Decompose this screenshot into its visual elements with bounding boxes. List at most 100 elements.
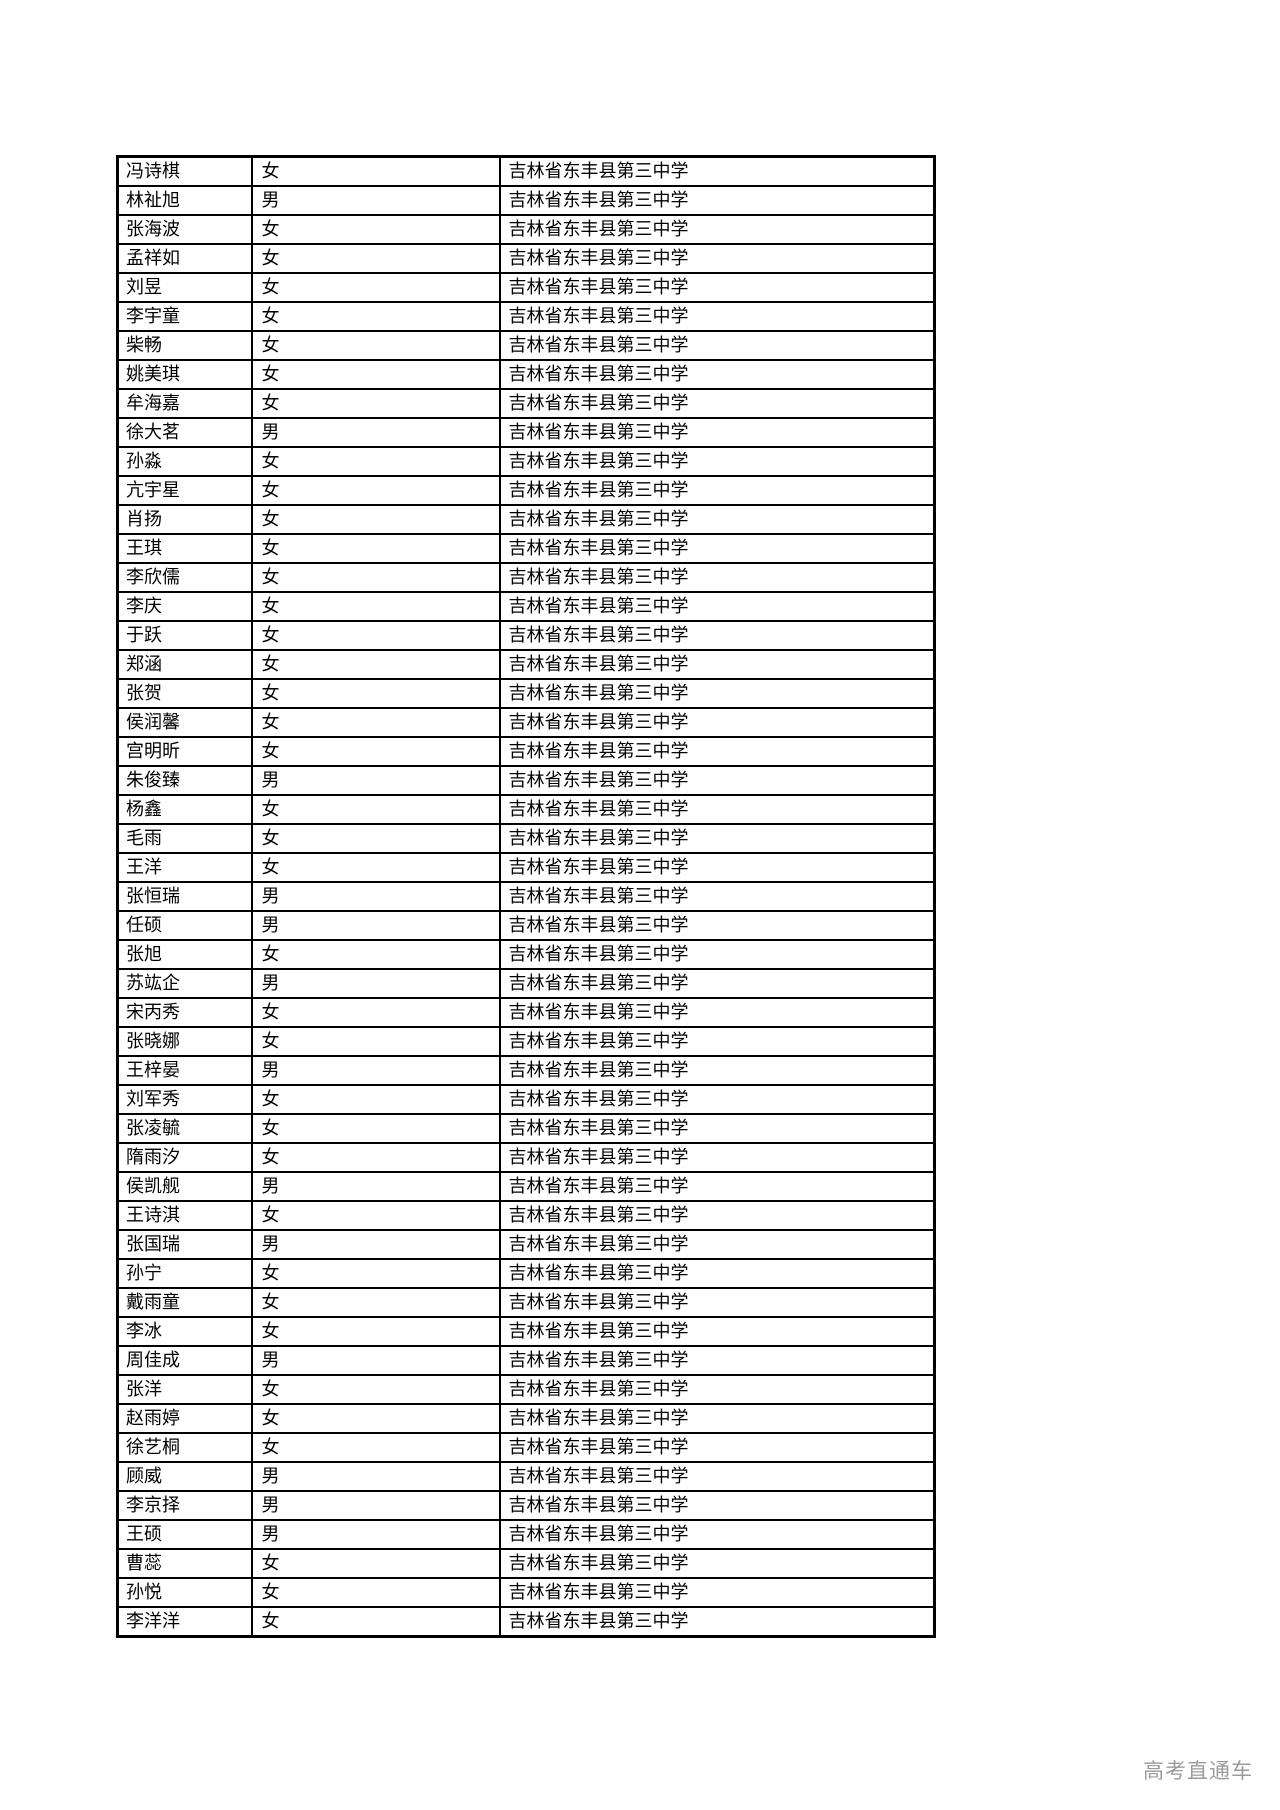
gender-cell: 女 bbox=[250, 707, 501, 738]
school-cell: 吉林省东丰县第三中学 bbox=[498, 272, 936, 303]
table-row: 苏竑企男吉林省东丰县第三中学 bbox=[116, 968, 936, 999]
school-cell: 吉林省东丰县第三中学 bbox=[498, 939, 936, 970]
table-row: 曹蕊女吉林省东丰县第三中学 bbox=[116, 1548, 936, 1579]
table-row: 宋丙秀女吉林省东丰县第三中学 bbox=[116, 997, 936, 1028]
school-cell: 吉林省东丰县第三中学 bbox=[498, 620, 936, 651]
name-cell: 张恒瑞 bbox=[116, 881, 253, 912]
name-cell: 于跃 bbox=[116, 620, 253, 651]
gender-cell: 女 bbox=[250, 1026, 501, 1057]
name-cell: 孙宁 bbox=[116, 1258, 253, 1289]
school-cell: 吉林省东丰县第三中学 bbox=[498, 1345, 936, 1376]
gender-cell: 男 bbox=[250, 185, 501, 216]
name-cell: 苏竑企 bbox=[116, 968, 253, 999]
school-cell: 吉林省东丰县第三中学 bbox=[498, 475, 936, 506]
school-cell: 吉林省东丰县第三中学 bbox=[498, 301, 936, 332]
name-cell: 李冰 bbox=[116, 1316, 253, 1347]
table-row: 李洋洋女吉林省东丰县第三中学 bbox=[116, 1606, 936, 1638]
name-cell: 杨鑫 bbox=[116, 794, 253, 825]
name-cell: 牟海嘉 bbox=[116, 388, 253, 419]
name-cell: 李洋洋 bbox=[116, 1606, 253, 1638]
table-row: 王梓晏男吉林省东丰县第三中学 bbox=[116, 1055, 936, 1086]
table-row: 李宇童女吉林省东丰县第三中学 bbox=[116, 301, 936, 332]
table-row: 隋雨汐女吉林省东丰县第三中学 bbox=[116, 1142, 936, 1173]
table-row: 张旭女吉林省东丰县第三中学 bbox=[116, 939, 936, 970]
name-cell: 侯凯舰 bbox=[116, 1171, 253, 1202]
name-cell: 徐大茗 bbox=[116, 417, 253, 448]
table-row: 张国瑞男吉林省东丰县第三中学 bbox=[116, 1229, 936, 1260]
school-cell: 吉林省东丰县第三中学 bbox=[498, 1374, 936, 1405]
gender-cell: 女 bbox=[250, 1606, 501, 1638]
gender-cell: 男 bbox=[250, 968, 501, 999]
name-cell: 刘昱 bbox=[116, 272, 253, 303]
gender-cell: 男 bbox=[250, 1171, 501, 1202]
name-cell: 赵雨婷 bbox=[116, 1403, 253, 1434]
table-row: 张晓娜女吉林省东丰县第三中学 bbox=[116, 1026, 936, 1057]
gender-cell: 女 bbox=[250, 533, 501, 564]
name-cell: 孟祥如 bbox=[116, 243, 253, 274]
school-cell: 吉林省东丰县第三中学 bbox=[498, 881, 936, 912]
table-row: 宫明昕女吉林省东丰县第三中学 bbox=[116, 736, 936, 767]
table-row: 朱俊臻男吉林省东丰县第三中学 bbox=[116, 765, 936, 796]
gender-cell: 女 bbox=[250, 1084, 501, 1115]
table-row: 李庆女吉林省东丰县第三中学 bbox=[116, 591, 936, 622]
table-row: 徐大茗男吉林省东丰县第三中学 bbox=[116, 417, 936, 448]
table-row: 顾威男吉林省东丰县第三中学 bbox=[116, 1461, 936, 1492]
table-row: 牟海嘉女吉林省东丰县第三中学 bbox=[116, 388, 936, 419]
table-row: 张恒瑞男吉林省东丰县第三中学 bbox=[116, 881, 936, 912]
gender-cell: 女 bbox=[250, 1258, 501, 1289]
gender-cell: 男 bbox=[250, 910, 501, 941]
table-row: 侯凯舰男吉林省东丰县第三中学 bbox=[116, 1171, 936, 1202]
school-cell: 吉林省东丰县第三中学 bbox=[498, 1200, 936, 1231]
gender-cell: 女 bbox=[250, 504, 501, 535]
name-cell: 王诗淇 bbox=[116, 1200, 253, 1231]
school-cell: 吉林省东丰县第三中学 bbox=[498, 1287, 936, 1318]
table-row: 任硕男吉林省东丰县第三中学 bbox=[116, 910, 936, 941]
name-cell: 任硕 bbox=[116, 910, 253, 941]
gender-cell: 女 bbox=[250, 1403, 501, 1434]
school-cell: 吉林省东丰县第三中学 bbox=[498, 765, 936, 796]
school-cell: 吉林省东丰县第三中学 bbox=[498, 417, 936, 448]
table-row: 徐艺桐女吉林省东丰县第三中学 bbox=[116, 1432, 936, 1463]
school-cell: 吉林省东丰县第三中学 bbox=[498, 794, 936, 825]
school-cell: 吉林省东丰县第三中学 bbox=[498, 533, 936, 564]
school-cell: 吉林省东丰县第三中学 bbox=[498, 736, 936, 767]
school-cell: 吉林省东丰县第三中学 bbox=[498, 330, 936, 361]
name-cell: 朱俊臻 bbox=[116, 765, 253, 796]
school-cell: 吉林省东丰县第三中学 bbox=[498, 1577, 936, 1608]
name-cell: 王洋 bbox=[116, 852, 253, 883]
school-cell: 吉林省东丰县第三中学 bbox=[498, 997, 936, 1028]
gender-cell: 女 bbox=[250, 591, 501, 622]
table-row: 姚美琪女吉林省东丰县第三中学 bbox=[116, 359, 936, 390]
gender-cell: 女 bbox=[250, 388, 501, 419]
table-row: 毛雨女吉林省东丰县第三中学 bbox=[116, 823, 936, 854]
gender-cell: 男 bbox=[250, 1055, 501, 1086]
name-cell: 冯诗棋 bbox=[116, 155, 253, 187]
name-cell: 王硕 bbox=[116, 1519, 253, 1550]
school-cell: 吉林省东丰县第三中学 bbox=[498, 1171, 936, 1202]
school-cell: 吉林省东丰县第三中学 bbox=[498, 968, 936, 999]
gender-cell: 男 bbox=[250, 1519, 501, 1550]
school-cell: 吉林省东丰县第三中学 bbox=[498, 1084, 936, 1115]
name-cell: 王梓晏 bbox=[116, 1055, 253, 1086]
table-row: 亢宇星女吉林省东丰县第三中学 bbox=[116, 475, 936, 506]
name-cell: 隋雨汐 bbox=[116, 1142, 253, 1173]
name-cell: 曹蕊 bbox=[116, 1548, 253, 1579]
table-row: 王硕男吉林省东丰县第三中学 bbox=[116, 1519, 936, 1550]
name-cell: 亢宇星 bbox=[116, 475, 253, 506]
table-row: 周佳成男吉林省东丰县第三中学 bbox=[116, 1345, 936, 1376]
name-cell: 林祉旭 bbox=[116, 185, 253, 216]
gender-cell: 女 bbox=[250, 562, 501, 593]
name-cell: 张凌毓 bbox=[116, 1113, 253, 1144]
gender-cell: 女 bbox=[250, 620, 501, 651]
name-cell: 孙悦 bbox=[116, 1577, 253, 1608]
gender-cell: 女 bbox=[250, 1548, 501, 1579]
school-cell: 吉林省东丰县第三中学 bbox=[498, 1519, 936, 1550]
school-cell: 吉林省东丰县第三中学 bbox=[498, 155, 936, 187]
gender-cell: 女 bbox=[250, 214, 501, 245]
school-cell: 吉林省东丰县第三中学 bbox=[498, 1316, 936, 1347]
gender-cell: 男 bbox=[250, 1229, 501, 1260]
school-cell: 吉林省东丰县第三中学 bbox=[498, 1548, 936, 1579]
school-cell: 吉林省东丰县第三中学 bbox=[498, 1461, 936, 1492]
table-row: 侯润馨女吉林省东丰县第三中学 bbox=[116, 707, 936, 738]
school-cell: 吉林省东丰县第三中学 bbox=[498, 649, 936, 680]
